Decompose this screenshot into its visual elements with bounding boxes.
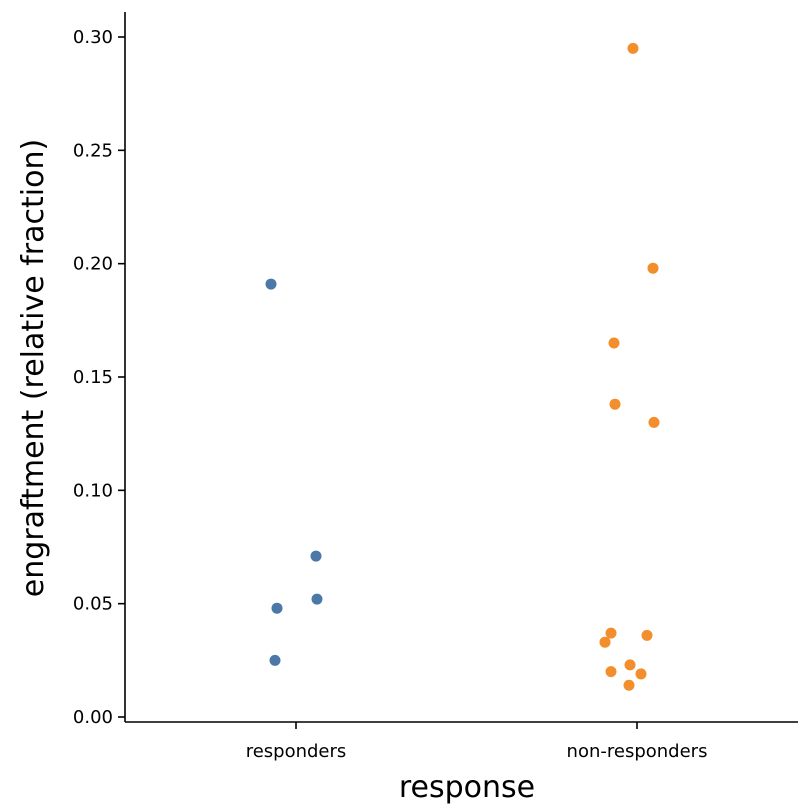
data-point	[269, 654, 281, 666]
x-tick-label: non-responders	[567, 741, 708, 762]
y-tick-label: 0.20	[73, 254, 113, 275]
y-tick-label: 0.00	[73, 707, 113, 728]
data-point	[624, 659, 636, 671]
y-axis-title: engraftment (relative fraction)	[16, 139, 51, 597]
data-point	[609, 398, 621, 410]
axes	[124, 12, 798, 723]
data-point	[635, 668, 647, 680]
data-point	[608, 337, 620, 349]
data-point	[605, 627, 617, 639]
y-tick-label: 0.05	[73, 594, 113, 615]
y-ticks: 0.00 0.05 0.10 0.15 0.20 0.25 0.30	[73, 27, 125, 728]
data-point	[623, 679, 635, 691]
data-point	[641, 629, 653, 641]
y-tick-label: 0.30	[73, 27, 113, 48]
y-tick-label: 0.10	[73, 480, 113, 501]
data-point	[599, 636, 611, 648]
x-tick-label: responders	[246, 741, 347, 762]
data-points	[265, 42, 660, 691]
data-point	[648, 416, 660, 428]
data-point	[605, 666, 617, 678]
data-point	[271, 602, 283, 614]
data-point	[627, 42, 639, 54]
y-tick-label: 0.25	[73, 140, 113, 161]
data-point	[647, 262, 659, 274]
x-axis-title: response	[399, 770, 535, 804]
data-point	[310, 550, 322, 562]
data-point	[311, 593, 323, 605]
y-tick-label: 0.15	[73, 367, 113, 388]
x-ticks: responders non-responders	[246, 722, 708, 762]
data-point	[265, 278, 277, 290]
